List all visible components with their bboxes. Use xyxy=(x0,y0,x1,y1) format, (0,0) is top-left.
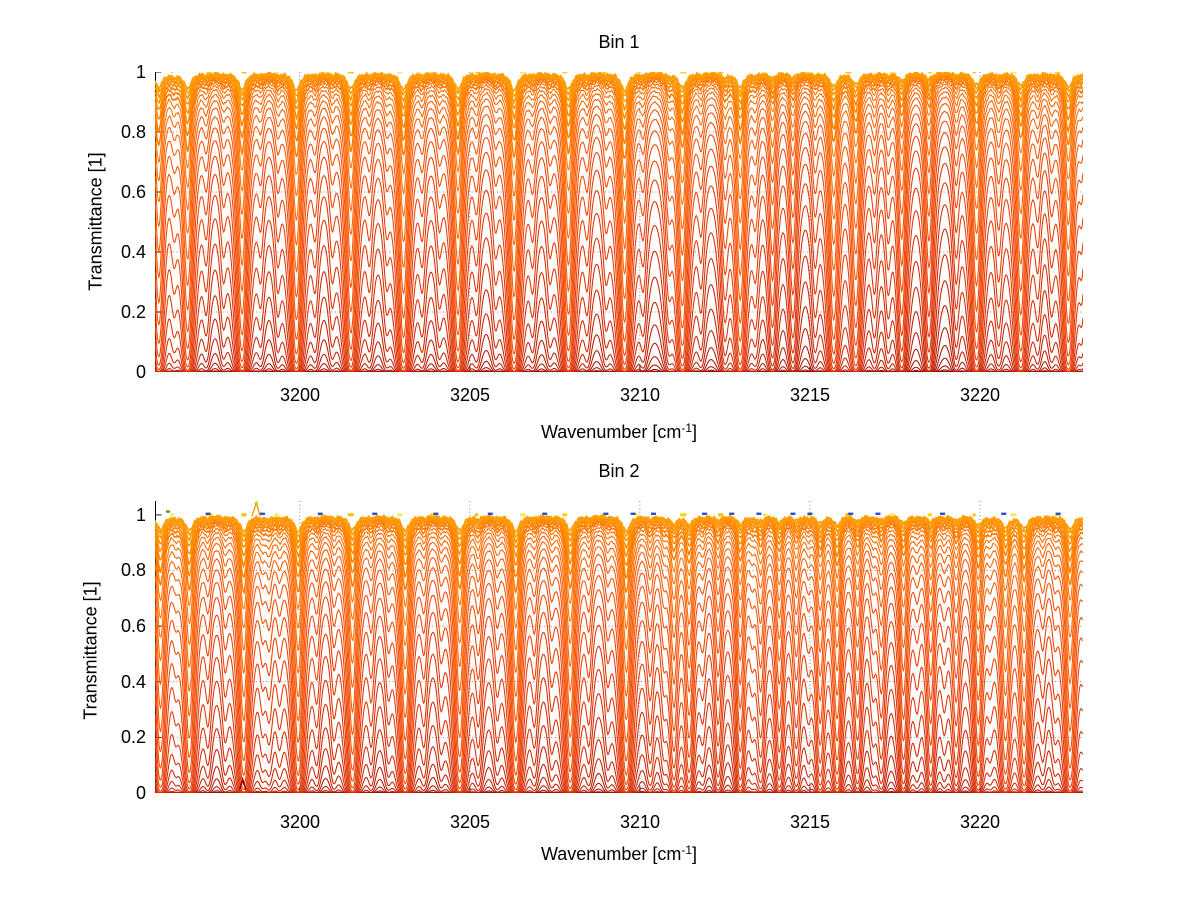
bin2-xtick-3200: 3200 xyxy=(279,812,321,832)
bin1-xtick-3210: 3210 xyxy=(619,385,661,405)
bin1-y-axis-label: Transmittance [1] xyxy=(85,152,106,291)
bin2-y-axis-label: Transmittance [1] xyxy=(80,581,101,720)
bin2-xtick-3215: 3215 xyxy=(789,812,831,832)
bin2-ytick-0.6: 0.6 xyxy=(120,616,146,636)
bin2-x-axis-label: Wavenumber [cm-1] xyxy=(540,843,698,864)
bin1-ytick-0.6: 0.6 xyxy=(120,182,146,202)
bin1-ytick-0.2: 0.2 xyxy=(120,302,146,322)
bin2-ytick-0.8: 0.8 xyxy=(120,560,146,580)
bin1-ytick-0.4: 0.4 xyxy=(120,242,146,262)
bin2-plot-area xyxy=(155,501,1083,793)
bin2-title: Bin 2 xyxy=(598,461,640,481)
bin1-xtick-3200: 3200 xyxy=(279,385,321,405)
bin1-ytick-0.8: 0.8 xyxy=(120,122,146,142)
bin1-ytick-1: 1 xyxy=(135,62,146,82)
bin1-ytick-0: 0 xyxy=(135,362,146,382)
bin2-ytick-0: 0 xyxy=(135,783,146,803)
bin1-x-axis-label: Wavenumber [cm-1] xyxy=(540,421,698,442)
bin2-ytick-0.4: 0.4 xyxy=(120,672,146,692)
bin2-xtick-3210: 3210 xyxy=(619,812,661,832)
bin2-xtick-3220: 3220 xyxy=(959,812,1001,832)
bin1-xtick-3215: 3215 xyxy=(789,385,831,405)
bin1-title: Bin 1 xyxy=(598,32,640,52)
bin1-xtick-3220: 3220 xyxy=(959,385,1001,405)
bin2-ytick-1: 1 xyxy=(135,505,146,525)
bin2-ytick-0.2: 0.2 xyxy=(120,727,146,747)
bin1-plot-area xyxy=(155,72,1083,372)
bin1-xtick-3205: 3205 xyxy=(449,385,491,405)
bin2-xtick-3205: 3205 xyxy=(449,812,491,832)
